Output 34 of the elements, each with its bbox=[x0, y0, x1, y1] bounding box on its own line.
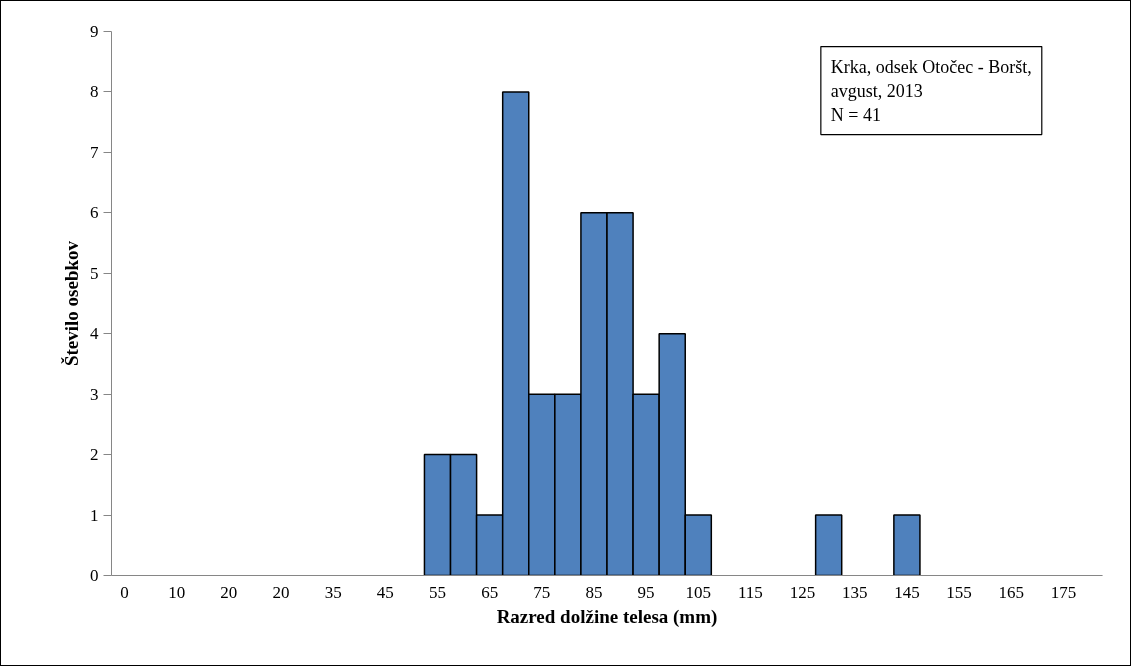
x-tick-label: 35 bbox=[324, 582, 342, 602]
y-tick-label: 6 bbox=[90, 203, 99, 223]
y-tick-label: 1 bbox=[90, 505, 99, 525]
bar bbox=[893, 514, 921, 576]
x-axis-title: Razred dolžine telesa (mm) bbox=[496, 605, 718, 628]
annotation: Krka, odsek Otočec - Boršt, avgust, 2013 N = 41 bbox=[830, 56, 1032, 125]
y-tick-label: 9 bbox=[90, 22, 99, 41]
y-tick-label: 7 bbox=[90, 142, 99, 162]
y-axis-title: Število osebkov bbox=[61, 240, 82, 367]
bar bbox=[814, 514, 843, 576]
y-tick-label: 0 bbox=[90, 566, 99, 585]
x-tick-label: 135 bbox=[842, 582, 868, 602]
y-tick-label: 2 bbox=[90, 445, 99, 465]
x-tick-label: 115 bbox=[738, 582, 763, 602]
y-tick-label: 8 bbox=[90, 82, 99, 102]
x-tick-label: 0 bbox=[120, 582, 129, 602]
x-tick-label: 45 bbox=[376, 582, 394, 602]
y-tick-label: 5 bbox=[90, 263, 99, 283]
x-tick-label: 165 bbox=[998, 582, 1024, 602]
x-tick-label: 125 bbox=[789, 582, 816, 602]
x-tick-label: 175 bbox=[1050, 582, 1077, 602]
x-tick-label: 10 bbox=[168, 582, 186, 602]
x-tick-label: 155 bbox=[946, 582, 972, 602]
x-tick-label: 95 bbox=[637, 582, 655, 602]
x-tick-label: 145 bbox=[894, 582, 920, 602]
x-tick-label: 75 bbox=[533, 582, 551, 602]
x-tick-label: 105 bbox=[685, 582, 712, 602]
x-tick-label: 20 bbox=[220, 582, 238, 602]
y-tick-label: 4 bbox=[90, 324, 99, 344]
x-tick-label: 65 bbox=[481, 582, 499, 602]
x-tick-label: 20 bbox=[272, 582, 290, 602]
x-tick-label: 55 bbox=[428, 582, 446, 602]
x-tick-label: 85 bbox=[585, 582, 603, 602]
y-tick-label: 3 bbox=[90, 384, 99, 404]
